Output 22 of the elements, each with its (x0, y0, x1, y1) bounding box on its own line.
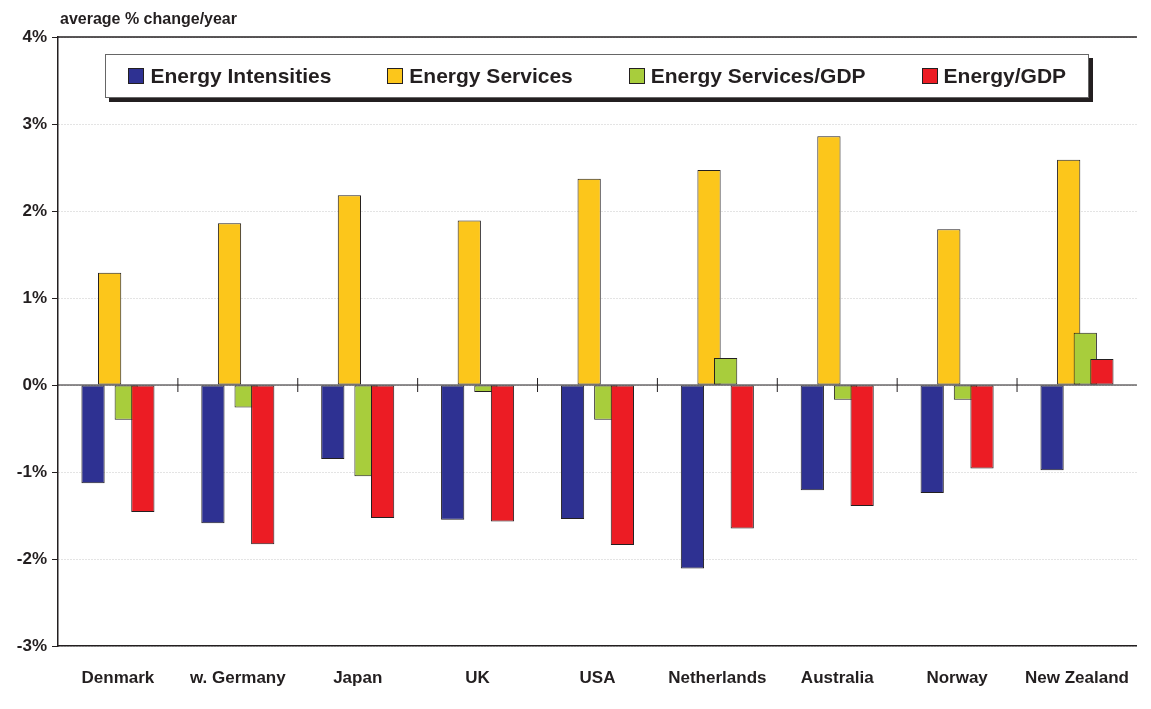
legend-label: Energy/GDP (943, 64, 1067, 88)
x-tick-label: Australia (800, 667, 875, 687)
y-axis-title: average % change/year (60, 10, 237, 27)
x-tick-label: Japan (333, 667, 383, 687)
x-tick-label: w. Germany (188, 667, 287, 687)
legend-label: Energy Services (409, 64, 573, 88)
y-tick-label: 4% (22, 26, 47, 46)
y-tick-label: -1% (16, 461, 47, 481)
y-tick-label: 2% (22, 200, 47, 220)
x-tick-label: New Zealand (1025, 667, 1129, 687)
x-tick-label: Norway (926, 667, 989, 687)
y-tick-label: 0% (22, 374, 47, 394)
legend-label: Energy Intensities (150, 64, 332, 88)
y-tick-label: 1% (22, 287, 47, 307)
y-tick-label: 3% (22, 113, 47, 133)
x-tick-label: USA (579, 667, 616, 687)
x-tick-label: UK (465, 667, 491, 687)
y-tick-label: -2% (16, 548, 47, 568)
x-tick-label: Netherlands (668, 667, 767, 687)
legend-label: Energy Services/GDP (650, 64, 866, 88)
y-tick-label: -3% (16, 635, 47, 655)
x-tick-label: Denmark (81, 667, 155, 687)
